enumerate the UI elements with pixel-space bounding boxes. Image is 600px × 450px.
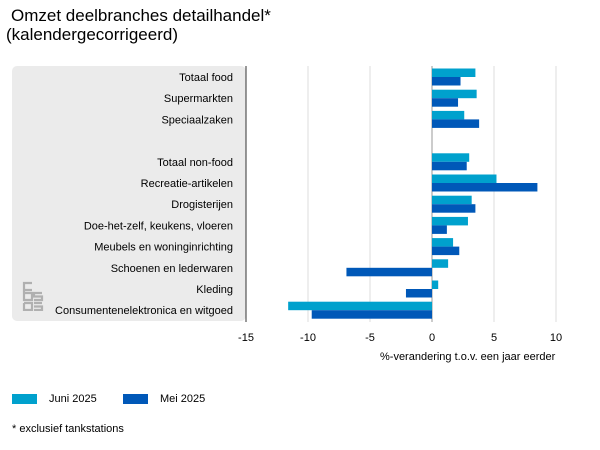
footnote: * exclusief tankstations — [12, 423, 124, 435]
legend-item-juni: Juni 2025 — [12, 393, 97, 405]
bar-juni — [432, 174, 497, 183]
bar-mei — [432, 77, 461, 86]
bar-mei — [432, 183, 538, 192]
x-tick-label: -10 — [300, 332, 316, 344]
bar-mei — [432, 119, 480, 128]
bar-mei — [432, 246, 460, 256]
x-axis-label: %-verandering t.o.v. een jaar eerder — [380, 351, 556, 363]
category-label: Consumentenelektronica en witgoed — [55, 305, 233, 317]
x-tick-label: 5 — [491, 332, 497, 344]
category-label: Kleding — [196, 284, 233, 296]
bar-juni — [432, 153, 470, 162]
bar-juni — [432, 195, 472, 205]
bar-mei — [432, 204, 476, 213]
x-tick-label: 0 — [429, 332, 435, 344]
category-label: Totaal food — [179, 72, 233, 84]
legend-swatch-juni — [12, 394, 37, 404]
category-label: Meubels en woninginrichting — [94, 242, 233, 254]
bar-juni — [432, 110, 465, 120]
category-label: Totaal non-food — [157, 157, 233, 169]
legend-label-mei: Mei 2025 — [160, 393, 206, 405]
bar-mei — [432, 161, 467, 171]
category-label: Speciaalzaken — [161, 114, 233, 126]
x-tick-label: 10 — [550, 332, 562, 344]
category-label: Supermarkten — [164, 93, 233, 105]
bar-juni — [432, 280, 439, 289]
cbs-logo-icon — [22, 281, 44, 316]
legend-swatch-mei — [123, 394, 148, 404]
legend-item-mei: Mei 2025 — [123, 393, 205, 405]
bar-juni — [432, 259, 449, 268]
bar-juni — [432, 216, 468, 226]
category-label: Doe-het-zelf, keukens, vloeren — [84, 220, 233, 232]
bar-juni — [432, 68, 476, 77]
category-label-panel — [12, 66, 246, 321]
bar-mei — [432, 98, 459, 107]
bar-juni — [288, 301, 432, 311]
bar-juni — [432, 238, 454, 247]
chart-subtitle: (kalendergecorrigeerd) — [6, 25, 178, 44]
bar-juni — [432, 89, 477, 99]
bar-mei — [346, 267, 432, 277]
category-label: Drogisterijen — [171, 199, 233, 211]
bar-mei — [311, 310, 432, 319]
chart-title-line: Omzet deelbranches detailhandel* — [11, 6, 271, 25]
x-tick-label: -15 — [238, 332, 254, 344]
bar-mei — [432, 225, 447, 234]
category-label: Schoenen en lederwaren — [111, 263, 233, 275]
x-tick-label: -5 — [365, 332, 375, 344]
category-label: Recreatie-artikelen — [141, 178, 233, 190]
bar-mei — [405, 289, 432, 298]
chart-title: Omzet deelbranches detailhandel* (kalend… — [6, 6, 271, 44]
legend-label-juni: Juni 2025 — [49, 393, 97, 405]
